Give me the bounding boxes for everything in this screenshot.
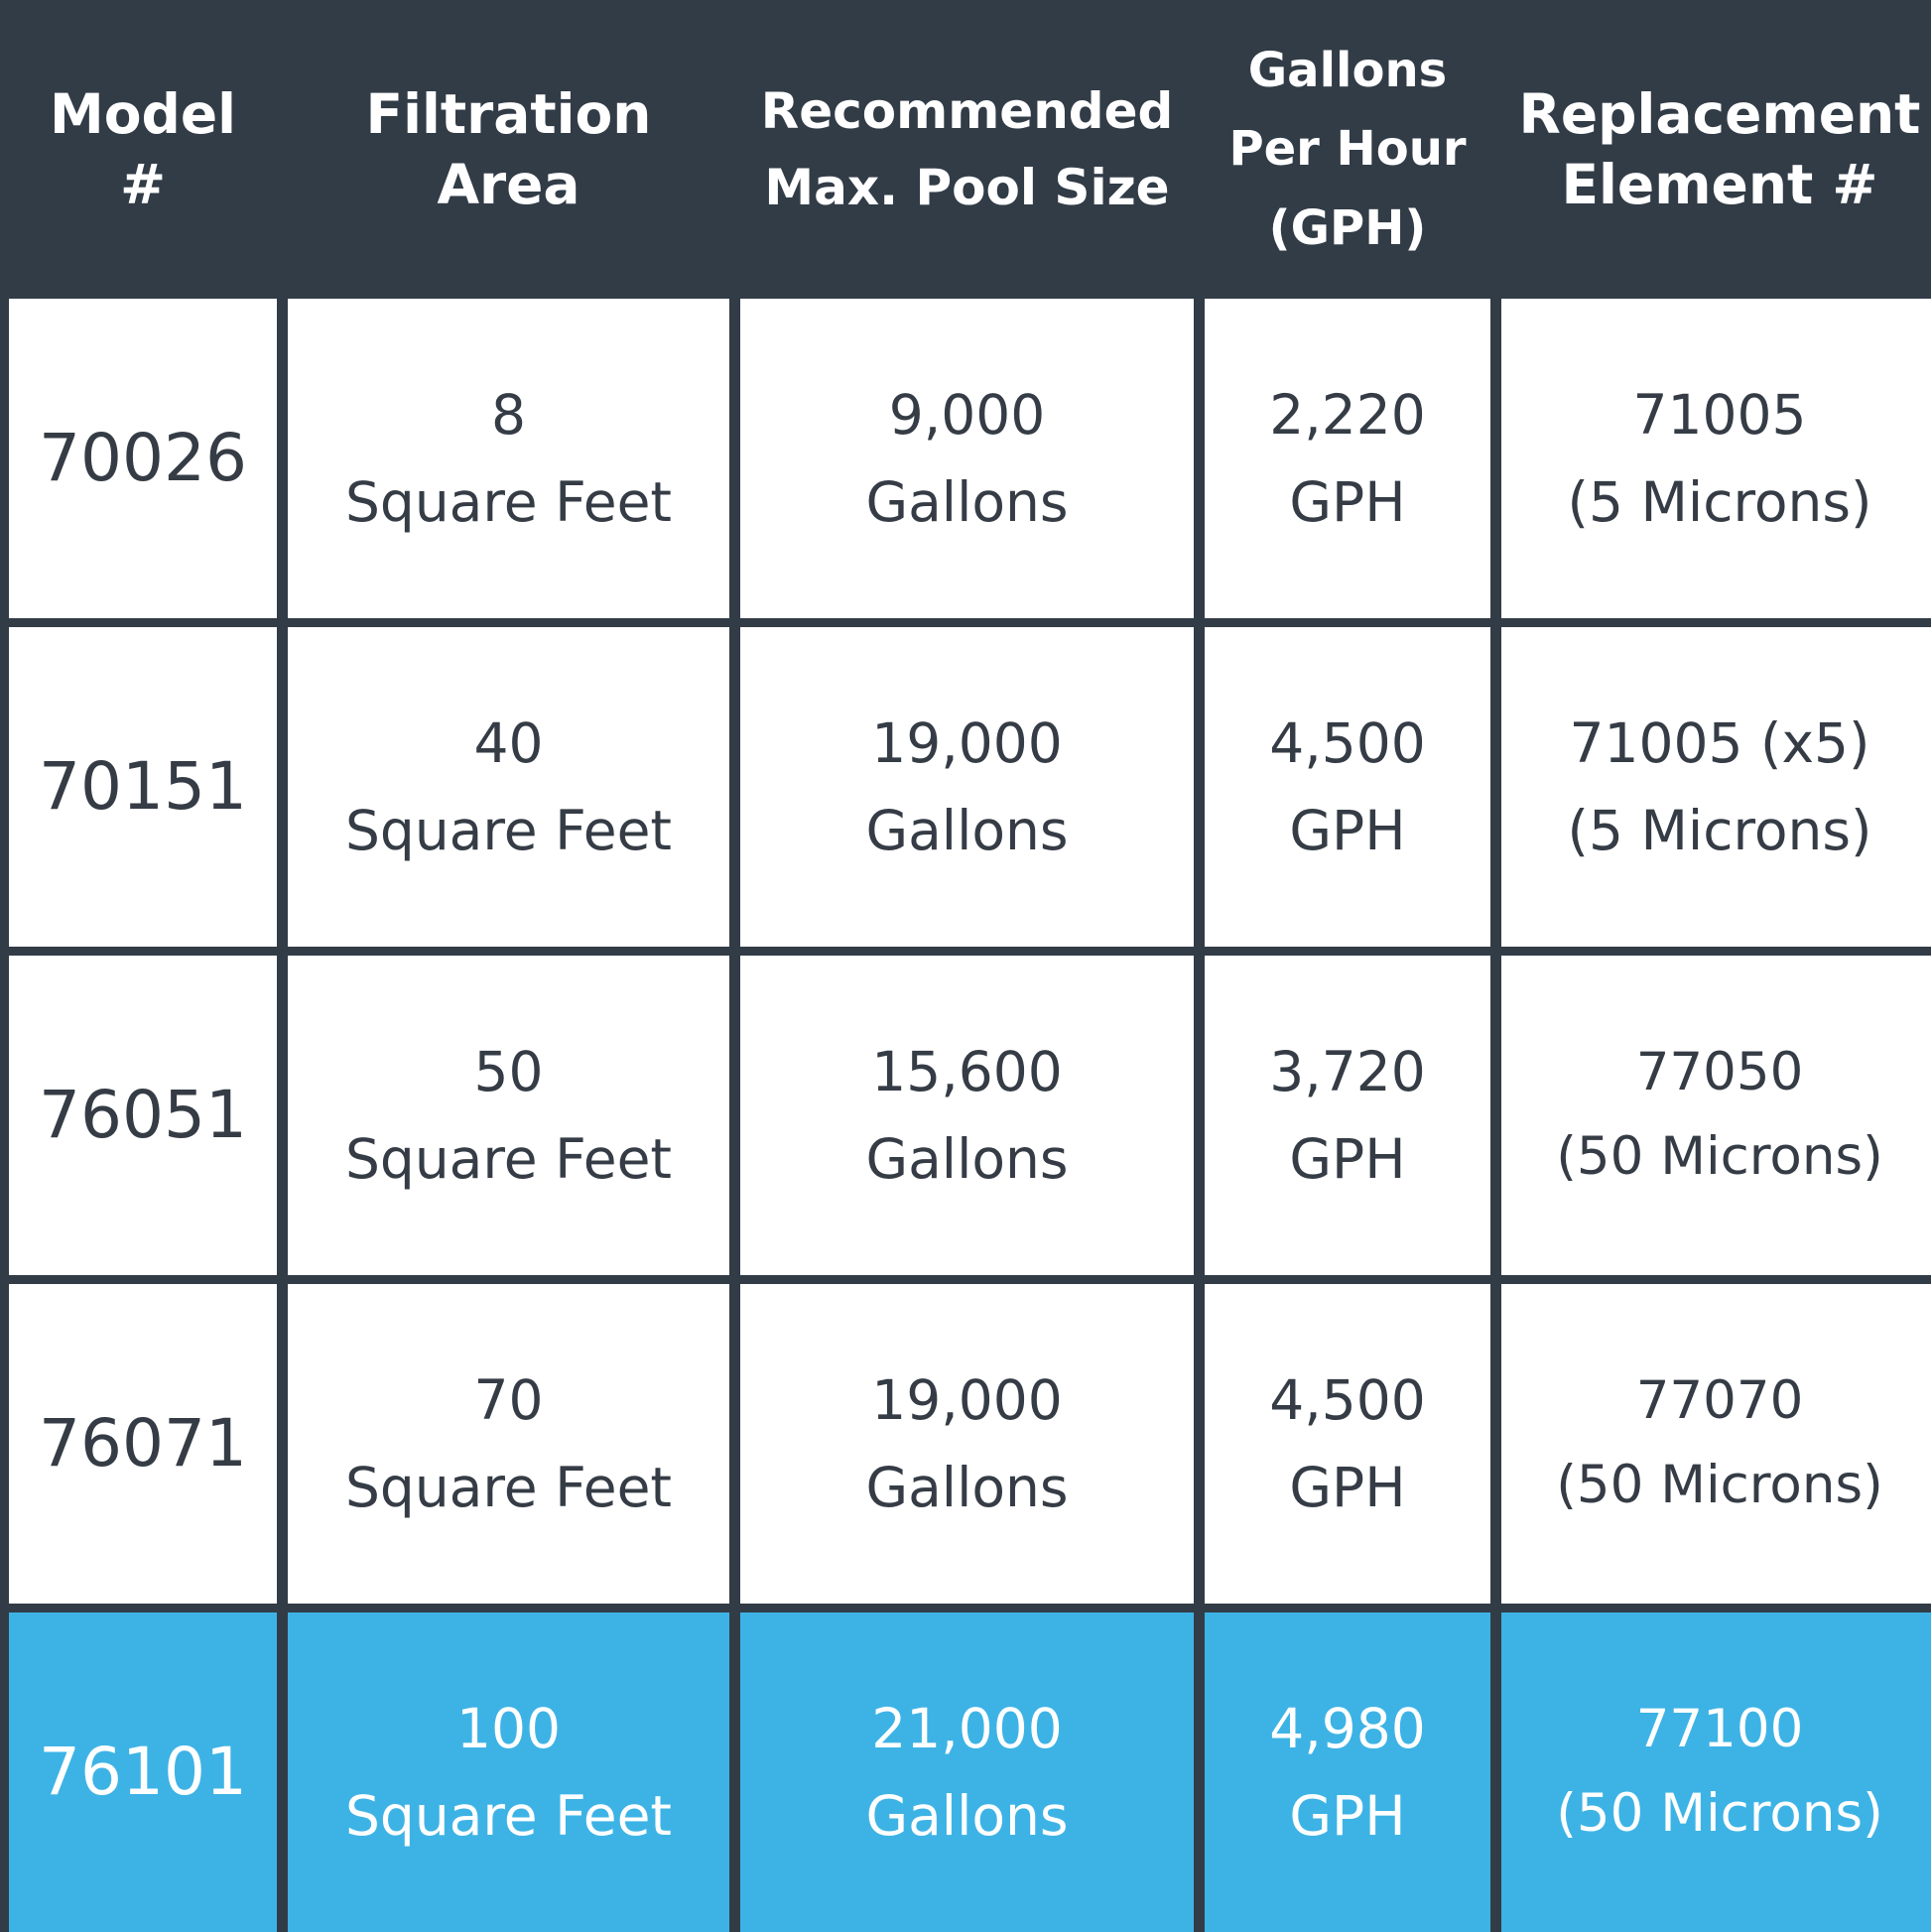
header-gph-label: Gallons Per Hour (GPH)	[1228, 43, 1467, 256]
cell-element: 71005 (5 Microns)	[1501, 299, 1931, 618]
cell-pool-size: 19,000 Gallons	[740, 627, 1194, 947]
cell-text: 70026	[39, 420, 247, 497]
cell-text: 8 Square Feet	[345, 383, 672, 534]
cell-text: 15,600 Gallons	[865, 1040, 1069, 1191]
cell-text: 76071	[39, 1405, 247, 1482]
cell-text: 21,000 Gallons	[865, 1697, 1069, 1848]
header-pool-size: Recommended Max. Pool Size	[740, 10, 1194, 290]
cell-text: 71005 (x5) (5 Microns)	[1567, 711, 1872, 862]
cell-pool-size-highlighted: 21,000 Gallons	[740, 1612, 1194, 1932]
cell-text: 19,000 Gallons	[865, 1368, 1069, 1519]
cell-element: 71005 (x5) (5 Microns)	[1501, 627, 1931, 947]
cell-area: 70 Square Feet	[288, 1284, 729, 1604]
cell-text: 77070 (50 Microns)	[1556, 1370, 1883, 1515]
cell-area: 8 Square Feet	[288, 299, 729, 618]
cell-area-highlighted: 100 Square Feet	[288, 1612, 729, 1932]
cell-text: 70 Square Feet	[345, 1368, 672, 1519]
cell-text: 9,000 Gallons	[865, 383, 1069, 534]
cell-model: 70026	[9, 299, 277, 618]
cell-gph: 4,500 GPH	[1205, 627, 1490, 947]
cell-text: 76051	[39, 1077, 247, 1154]
cell-model: 76071	[9, 1284, 277, 1604]
cell-text: 3,720 GPH	[1269, 1040, 1426, 1191]
header-model-label: Model #	[49, 81, 237, 217]
cell-text: 76101	[39, 1734, 247, 1811]
cell-gph: 3,720 GPH	[1205, 956, 1490, 1275]
header-gph: Gallons Per Hour (GPH)	[1205, 10, 1490, 290]
header-filtration-area: Filtration Area	[288, 10, 729, 290]
cell-area: 50 Square Feet	[288, 956, 729, 1275]
cell-text: 77100 (50 Microns)	[1556, 1699, 1883, 1844]
cell-model: 70151	[9, 627, 277, 947]
cell-model: 76051	[9, 956, 277, 1275]
cell-text: 19,000 Gallons	[865, 711, 1069, 862]
cell-text: 50 Square Feet	[345, 1040, 672, 1191]
cell-gph: 4,500 GPH	[1205, 1284, 1490, 1604]
cell-pool-size: 19,000 Gallons	[740, 1284, 1194, 1604]
cell-text: 77050 (50 Microns)	[1556, 1042, 1883, 1187]
cell-pool-size: 9,000 Gallons	[740, 299, 1194, 618]
header-replacement-element: Replacement Element #	[1501, 10, 1931, 290]
cell-gph: 2,220 GPH	[1205, 299, 1490, 618]
cell-element: 77050 (50 Microns)	[1501, 956, 1931, 1275]
cell-text: 71005 (5 Microns)	[1567, 383, 1872, 534]
header-model: Model #	[9, 10, 277, 290]
cell-text: 40 Square Feet	[345, 711, 672, 862]
cell-model-highlighted: 76101	[9, 1612, 277, 1932]
cell-area: 40 Square Feet	[288, 627, 729, 947]
cell-element-highlighted: 77100 (50 Microns)	[1501, 1612, 1931, 1932]
cell-gph-highlighted: 4,980 GPH	[1205, 1612, 1490, 1932]
cell-element: 77070 (50 Microns)	[1501, 1284, 1931, 1604]
cell-text: 70151	[39, 748, 247, 826]
cell-pool-size: 15,600 Gallons	[740, 956, 1194, 1275]
header-replacement-element-label: Replacement Element #	[1518, 81, 1921, 217]
cell-text: 4,500 GPH	[1269, 711, 1426, 862]
header-pool-size-label: Recommended Max. Pool Size	[760, 81, 1174, 217]
cell-text: 100 Square Feet	[345, 1697, 672, 1848]
header-filtration-area-label: Filtration Area	[365, 81, 652, 217]
cell-text: 4,500 GPH	[1269, 1368, 1426, 1519]
cell-text: 4,980 GPH	[1269, 1697, 1426, 1848]
cell-text: 2,220 GPH	[1269, 383, 1426, 534]
